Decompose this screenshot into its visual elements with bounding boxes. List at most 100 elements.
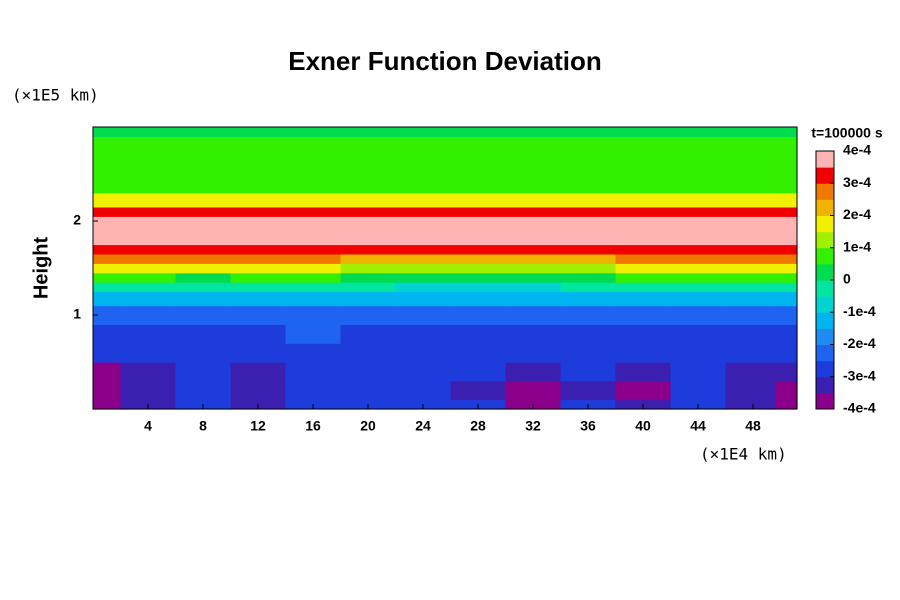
field-cell — [175, 291, 232, 307]
field-cell — [230, 206, 287, 217]
field-cell — [395, 380, 452, 401]
field-cell — [450, 206, 507, 217]
field-cell — [93, 282, 122, 293]
field-cell — [725, 136, 776, 156]
field-cell — [560, 253, 617, 264]
x-tick-label: 24 — [415, 418, 431, 434]
field-cell — [175, 192, 232, 208]
field-cell — [505, 206, 562, 217]
colorbar-tick-label: -1e-4 — [843, 303, 876, 319]
field-cell — [615, 206, 672, 217]
x-tick-label: 28 — [470, 418, 486, 434]
field-cell — [560, 305, 617, 325]
field-cell — [505, 136, 562, 156]
field-cell — [175, 216, 232, 231]
field-cell — [775, 263, 798, 274]
field-cell — [450, 244, 507, 255]
field-cell — [120, 291, 177, 307]
field-cell — [670, 206, 727, 217]
field-cell — [120, 127, 177, 137]
field-cell — [725, 174, 776, 194]
field-cell — [285, 206, 342, 217]
field-cell — [560, 136, 617, 156]
field-cell — [725, 230, 776, 246]
x-tick-label: 36 — [580, 418, 596, 434]
field-cell — [120, 362, 177, 382]
x-tick-label: 48 — [745, 418, 761, 434]
field-cell — [450, 253, 507, 264]
x-tick-label: 32 — [525, 418, 541, 434]
field-cell — [285, 282, 342, 293]
x-tick-label: 16 — [305, 418, 321, 434]
field-cell — [93, 174, 122, 194]
field-cell — [670, 305, 727, 325]
field-cell — [450, 291, 507, 307]
field-cell — [505, 291, 562, 307]
field-cell — [505, 127, 562, 137]
field-cell — [340, 216, 397, 231]
field-cell — [450, 380, 507, 401]
field-cell — [615, 192, 672, 208]
field-cell — [505, 362, 562, 382]
colorbar-band — [816, 247, 834, 265]
colorbar-tick-label: 4e-4 — [843, 142, 871, 158]
field-cell — [175, 362, 232, 382]
field-cell — [560, 174, 617, 194]
field-cell — [775, 291, 798, 307]
field-cell — [120, 263, 177, 274]
field-cell — [285, 272, 342, 283]
field-cell — [175, 253, 232, 264]
field-cell — [725, 305, 776, 325]
field-cell — [615, 305, 672, 325]
field-cell — [615, 216, 672, 231]
field-cell — [615, 343, 672, 363]
field-cell — [175, 343, 232, 363]
field-cell — [450, 127, 507, 137]
field-cell — [505, 343, 562, 363]
field-cell — [775, 174, 798, 194]
field-cell — [615, 230, 672, 246]
field-cell — [615, 291, 672, 307]
field-cell — [560, 263, 617, 274]
field-cell — [340, 362, 397, 382]
colorbar-band — [816, 360, 834, 378]
field-cell — [340, 253, 397, 264]
field-cell — [395, 127, 452, 137]
field-cell — [93, 155, 122, 175]
field-cell — [175, 136, 232, 156]
field-cell — [285, 136, 342, 156]
field-cell — [725, 216, 776, 231]
field-cell — [725, 291, 776, 307]
y-label: Height — [30, 237, 52, 300]
field-cell — [175, 155, 232, 175]
field-cell — [775, 244, 798, 255]
field-cell — [93, 263, 122, 274]
field-cell — [615, 253, 672, 264]
field-cell — [230, 127, 287, 137]
field-cell — [670, 324, 727, 344]
field-cell — [230, 305, 287, 325]
field-cell — [615, 155, 672, 175]
field-cell — [93, 216, 122, 231]
field-cell — [340, 343, 397, 363]
field-cell — [615, 174, 672, 194]
field-cell — [120, 324, 177, 344]
field-cell — [505, 263, 562, 274]
field-cell — [450, 192, 507, 208]
colorbar-tick-label: -4e-4 — [843, 400, 876, 416]
field-cell — [505, 380, 562, 401]
field-cell — [120, 253, 177, 264]
field-cell — [230, 343, 287, 363]
field-cell — [285, 244, 342, 255]
field-cell — [395, 136, 452, 156]
field-cell — [560, 216, 617, 231]
field-cell — [395, 272, 452, 283]
field-cell — [615, 282, 672, 293]
field-cell — [93, 206, 122, 217]
field-cell — [615, 127, 672, 137]
field-cell — [93, 362, 122, 382]
field-cell — [670, 192, 727, 208]
field-cell — [395, 305, 452, 325]
x-tick-label: 4 — [144, 418, 152, 434]
